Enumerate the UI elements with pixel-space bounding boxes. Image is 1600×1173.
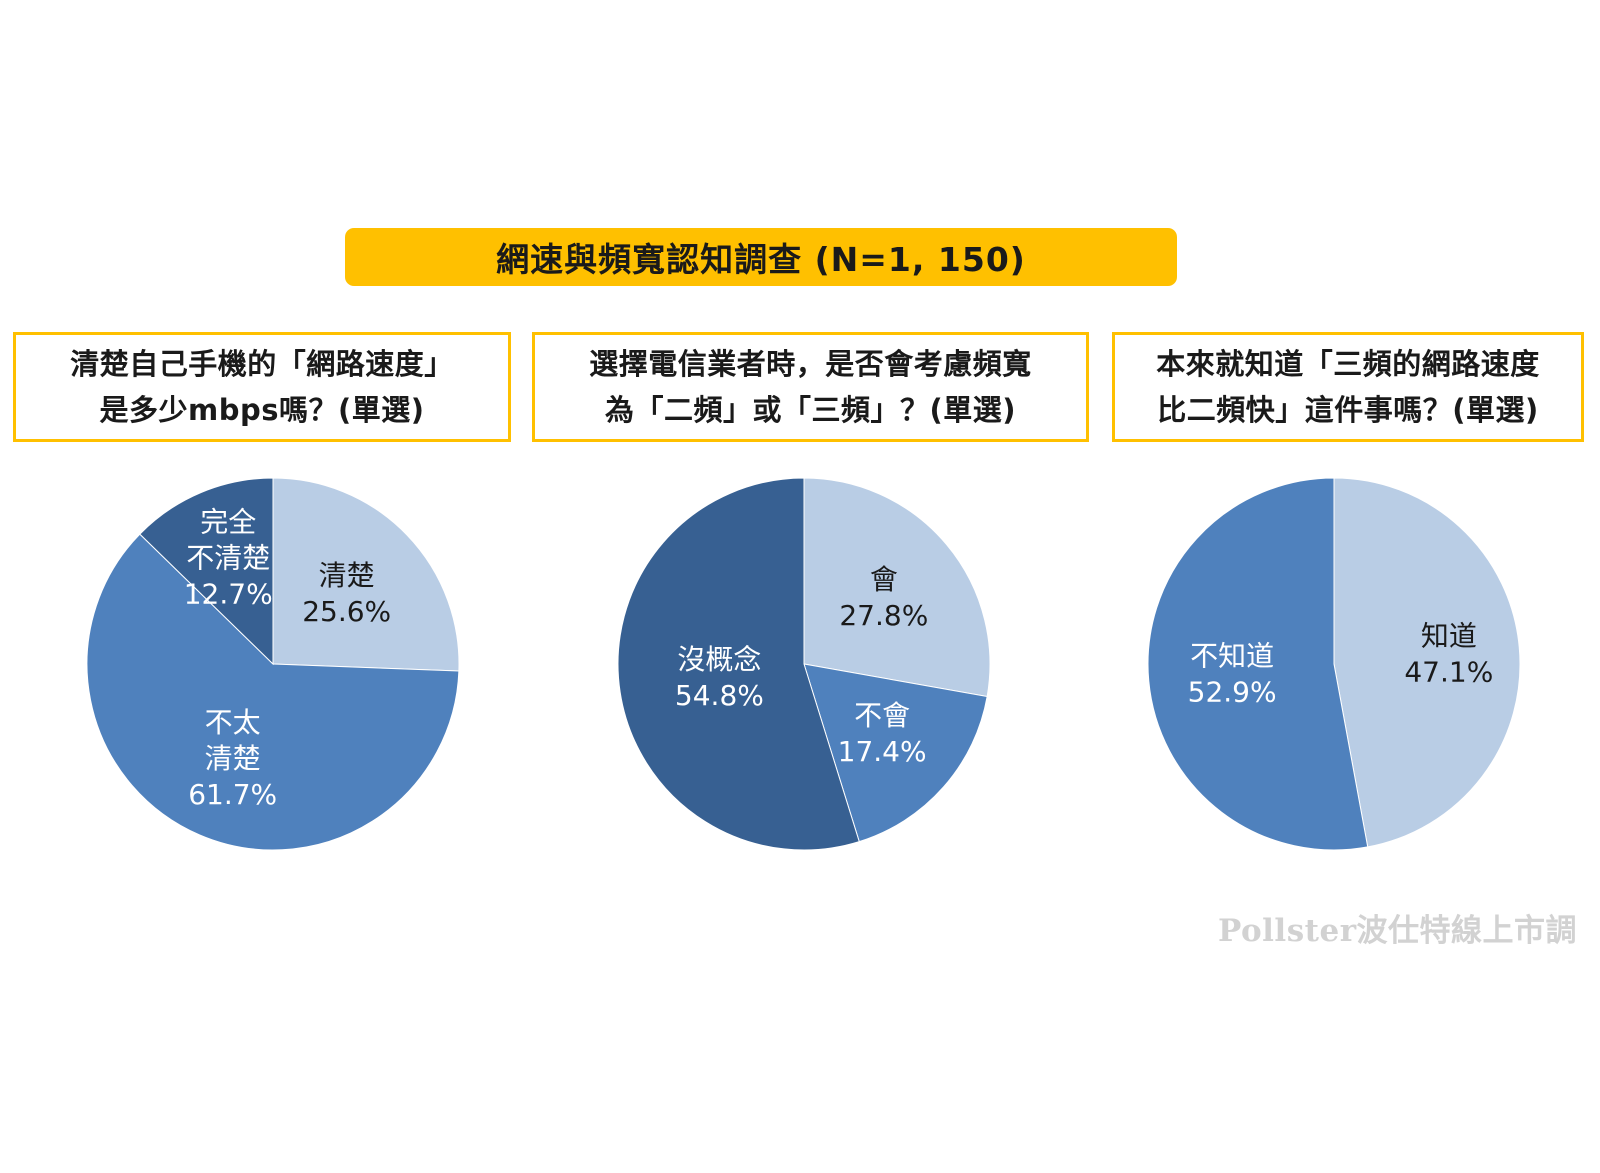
pie-1-slice-3-value: 12.7%: [184, 578, 273, 611]
survey-title: 網速與頻寬認知調查 (N=1, 150): [496, 240, 1026, 279]
pie-1-slice-2: [86, 533, 460, 851]
pollster-watermark: Pollster波仕特線上市調: [1218, 913, 1578, 949]
pie-3-slice-2-label: 不知道: [1190, 639, 1274, 672]
pie-1-slice-3-label: 完全: [200, 506, 256, 539]
pie-2-slice-2: [803, 663, 988, 843]
pie-1-slice-3-label: 不清楚: [186, 542, 270, 575]
pie-2-slice-3-value: 54.8%: [675, 679, 764, 712]
pie-2-slice-3: [617, 477, 860, 851]
question-3-line-2: 比二頻快」這件事嗎？(單選): [1157, 393, 1539, 427]
pie-3-slice-1-value: 47.1%: [1404, 656, 1493, 689]
pie-2-slice-2-label: 不會: [854, 699, 910, 732]
pie-2-slice-3-label: 沒概念: [677, 643, 761, 676]
pie-1-slice-1-label: 清楚: [319, 559, 375, 592]
question-2-line-2: 為「二頻」或「三頻」？(單選): [604, 393, 1016, 427]
question-1-line-2: 是多少mbps嗎？(單選): [99, 393, 425, 427]
pie-3-slice-1-label: 知道: [1421, 620, 1477, 653]
pie-1-slice-1: [272, 477, 460, 672]
question-2-line-1: 選擇電信業者時，是否會考慮頻寬: [589, 347, 1032, 381]
pie-2-slice-1: [803, 477, 991, 698]
pie-1-slice-3: [139, 477, 274, 666]
pie-2-slice-1-value: 27.8%: [839, 599, 928, 632]
question-1-line-1: 清楚自己手機的「網路速度」: [70, 347, 454, 381]
question-3-line-1: 本來就知道「三頻的網路速度: [1156, 347, 1540, 381]
pie-1-slice-2-label: 清楚: [205, 742, 261, 775]
question-box-1: 清楚自己手機的「網路速度」 是多少mbps嗎？(單選): [13, 332, 511, 442]
pie-2-slice-1-label: 會: [870, 563, 898, 596]
pie-3-slice-2: [1147, 477, 1369, 851]
survey-title-banner: 網速與頻寬認知調查 (N=1, 150): [345, 228, 1177, 286]
question-box-3: 本來就知道「三頻的網路速度 比二頻快」這件事嗎？(單選): [1112, 332, 1584, 442]
pie-1-slice-2-value: 61.7%: [188, 778, 277, 811]
pie-3-slice-1: [1333, 477, 1521, 848]
pie-2-slice-2-value: 17.4%: [838, 735, 927, 768]
question-box-2: 選擇電信業者時，是否會考慮頻寬 為「二頻」或「三頻」？(單選): [532, 332, 1089, 442]
pie-3-slice-2-value: 52.9%: [1188, 675, 1277, 708]
pie-1-slice-1-value: 25.6%: [302, 595, 391, 628]
pie-1-slice-2-label: 不太: [205, 706, 261, 739]
